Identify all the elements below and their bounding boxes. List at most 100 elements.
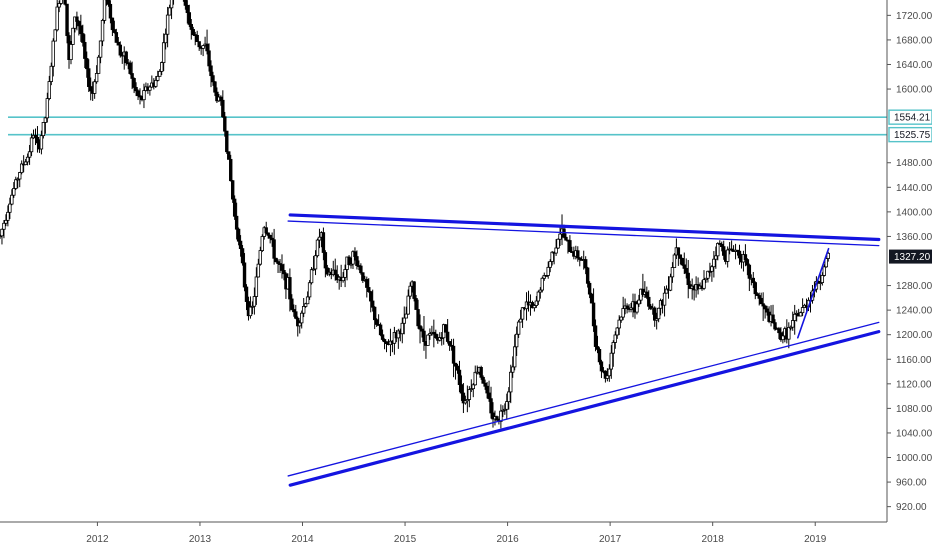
trendline[interactable] bbox=[288, 330, 881, 487]
candle-body bbox=[412, 281, 416, 299]
candle-body bbox=[428, 333, 432, 336]
trendline[interactable] bbox=[287, 220, 880, 247]
candle-body bbox=[307, 282, 312, 298]
candle-body bbox=[434, 333, 438, 339]
candle-body bbox=[116, 41, 121, 46]
candle-body bbox=[599, 361, 604, 372]
candle-body bbox=[704, 277, 708, 281]
candle-body bbox=[41, 122, 46, 137]
candle-body bbox=[250, 305, 255, 308]
candle-body bbox=[213, 81, 217, 93]
candle-body bbox=[96, 56, 101, 74]
candle-body bbox=[83, 42, 87, 59]
candle-body bbox=[43, 117, 48, 123]
horizontal-levels bbox=[8, 116, 887, 136]
y-tick-label: 1080.00 bbox=[896, 404, 932, 415]
candle-body bbox=[432, 331, 436, 335]
candle-body bbox=[290, 298, 294, 310]
candle-body bbox=[607, 368, 612, 377]
candle-body bbox=[89, 86, 93, 92]
y-tick-label: 1040.00 bbox=[896, 428, 932, 439]
trendline[interactable] bbox=[287, 321, 880, 477]
trendline[interactable] bbox=[288, 213, 881, 242]
candle-body bbox=[680, 258, 685, 266]
candle-body bbox=[755, 293, 759, 296]
candle-body bbox=[374, 319, 379, 325]
candle-body bbox=[92, 81, 97, 94]
candle-body bbox=[100, 19, 105, 42]
candle-body bbox=[242, 262, 247, 288]
candle-body bbox=[737, 250, 742, 259]
candle-body bbox=[501, 409, 505, 412]
candle-body bbox=[248, 306, 253, 317]
candle-body bbox=[264, 227, 268, 234]
candle-body bbox=[826, 252, 830, 259]
candle-body bbox=[467, 389, 472, 400]
candle-body bbox=[664, 288, 669, 294]
candle-body bbox=[258, 250, 263, 265]
candle-body bbox=[303, 303, 308, 307]
candle-body bbox=[487, 392, 491, 400]
candle-body bbox=[167, 7, 172, 16]
candle-body bbox=[682, 264, 686, 269]
candle-body bbox=[10, 194, 14, 205]
candle-body bbox=[372, 306, 377, 321]
candle-body bbox=[341, 276, 345, 282]
candle-body bbox=[781, 335, 785, 341]
candle-body bbox=[369, 291, 373, 302]
candle-body bbox=[256, 263, 261, 278]
candle-body bbox=[587, 282, 592, 295]
candle-body bbox=[798, 312, 803, 317]
candle-body bbox=[514, 333, 519, 348]
candle-body bbox=[568, 240, 572, 252]
candle-body bbox=[2, 222, 6, 230]
candle-body bbox=[617, 319, 621, 329]
candle-body bbox=[714, 255, 718, 260]
candle-body bbox=[112, 29, 117, 33]
candle-body bbox=[503, 408, 507, 411]
candle-body bbox=[509, 371, 513, 393]
x-tick-label: 2016 bbox=[496, 534, 519, 545]
candle-body bbox=[0, 228, 4, 237]
y-tick-label: 1160.00 bbox=[896, 355, 932, 366]
x-tick-label: 2018 bbox=[702, 534, 725, 545]
candle-body bbox=[110, 17, 115, 31]
candle-body bbox=[25, 156, 30, 163]
candle-body bbox=[720, 243, 724, 248]
candle-body bbox=[378, 324, 383, 336]
candle-body bbox=[280, 264, 284, 271]
candle-body bbox=[51, 40, 55, 67]
candle-body bbox=[19, 163, 24, 173]
candle-body bbox=[225, 130, 229, 153]
candle-body bbox=[449, 344, 454, 347]
candle-body bbox=[14, 179, 18, 189]
candle-body bbox=[637, 299, 641, 305]
candle-body bbox=[589, 293, 594, 304]
candle-body bbox=[402, 317, 406, 324]
trendlines bbox=[287, 213, 881, 487]
candle-body bbox=[463, 400, 468, 404]
candle-body bbox=[106, 0, 111, 5]
candle-body bbox=[272, 239, 276, 259]
candle-body bbox=[124, 51, 128, 64]
candle-body bbox=[491, 412, 495, 420]
candle-body bbox=[453, 362, 458, 367]
candle-body bbox=[712, 258, 716, 268]
candle-body bbox=[223, 116, 227, 132]
candle-body bbox=[81, 33, 85, 43]
candle-body bbox=[382, 339, 387, 343]
candle-body bbox=[400, 322, 404, 335]
candle-body bbox=[518, 318, 523, 323]
candle-body bbox=[662, 292, 667, 306]
candle-body bbox=[160, 62, 164, 72]
candle-body bbox=[777, 328, 781, 334]
x-tick-label: 2015 bbox=[394, 534, 417, 545]
candle-body bbox=[45, 98, 50, 119]
candle-body bbox=[240, 248, 245, 264]
trendline[interactable] bbox=[796, 247, 830, 339]
candle-body bbox=[85, 58, 89, 70]
candle-body bbox=[343, 269, 347, 278]
candle-body bbox=[702, 279, 706, 289]
